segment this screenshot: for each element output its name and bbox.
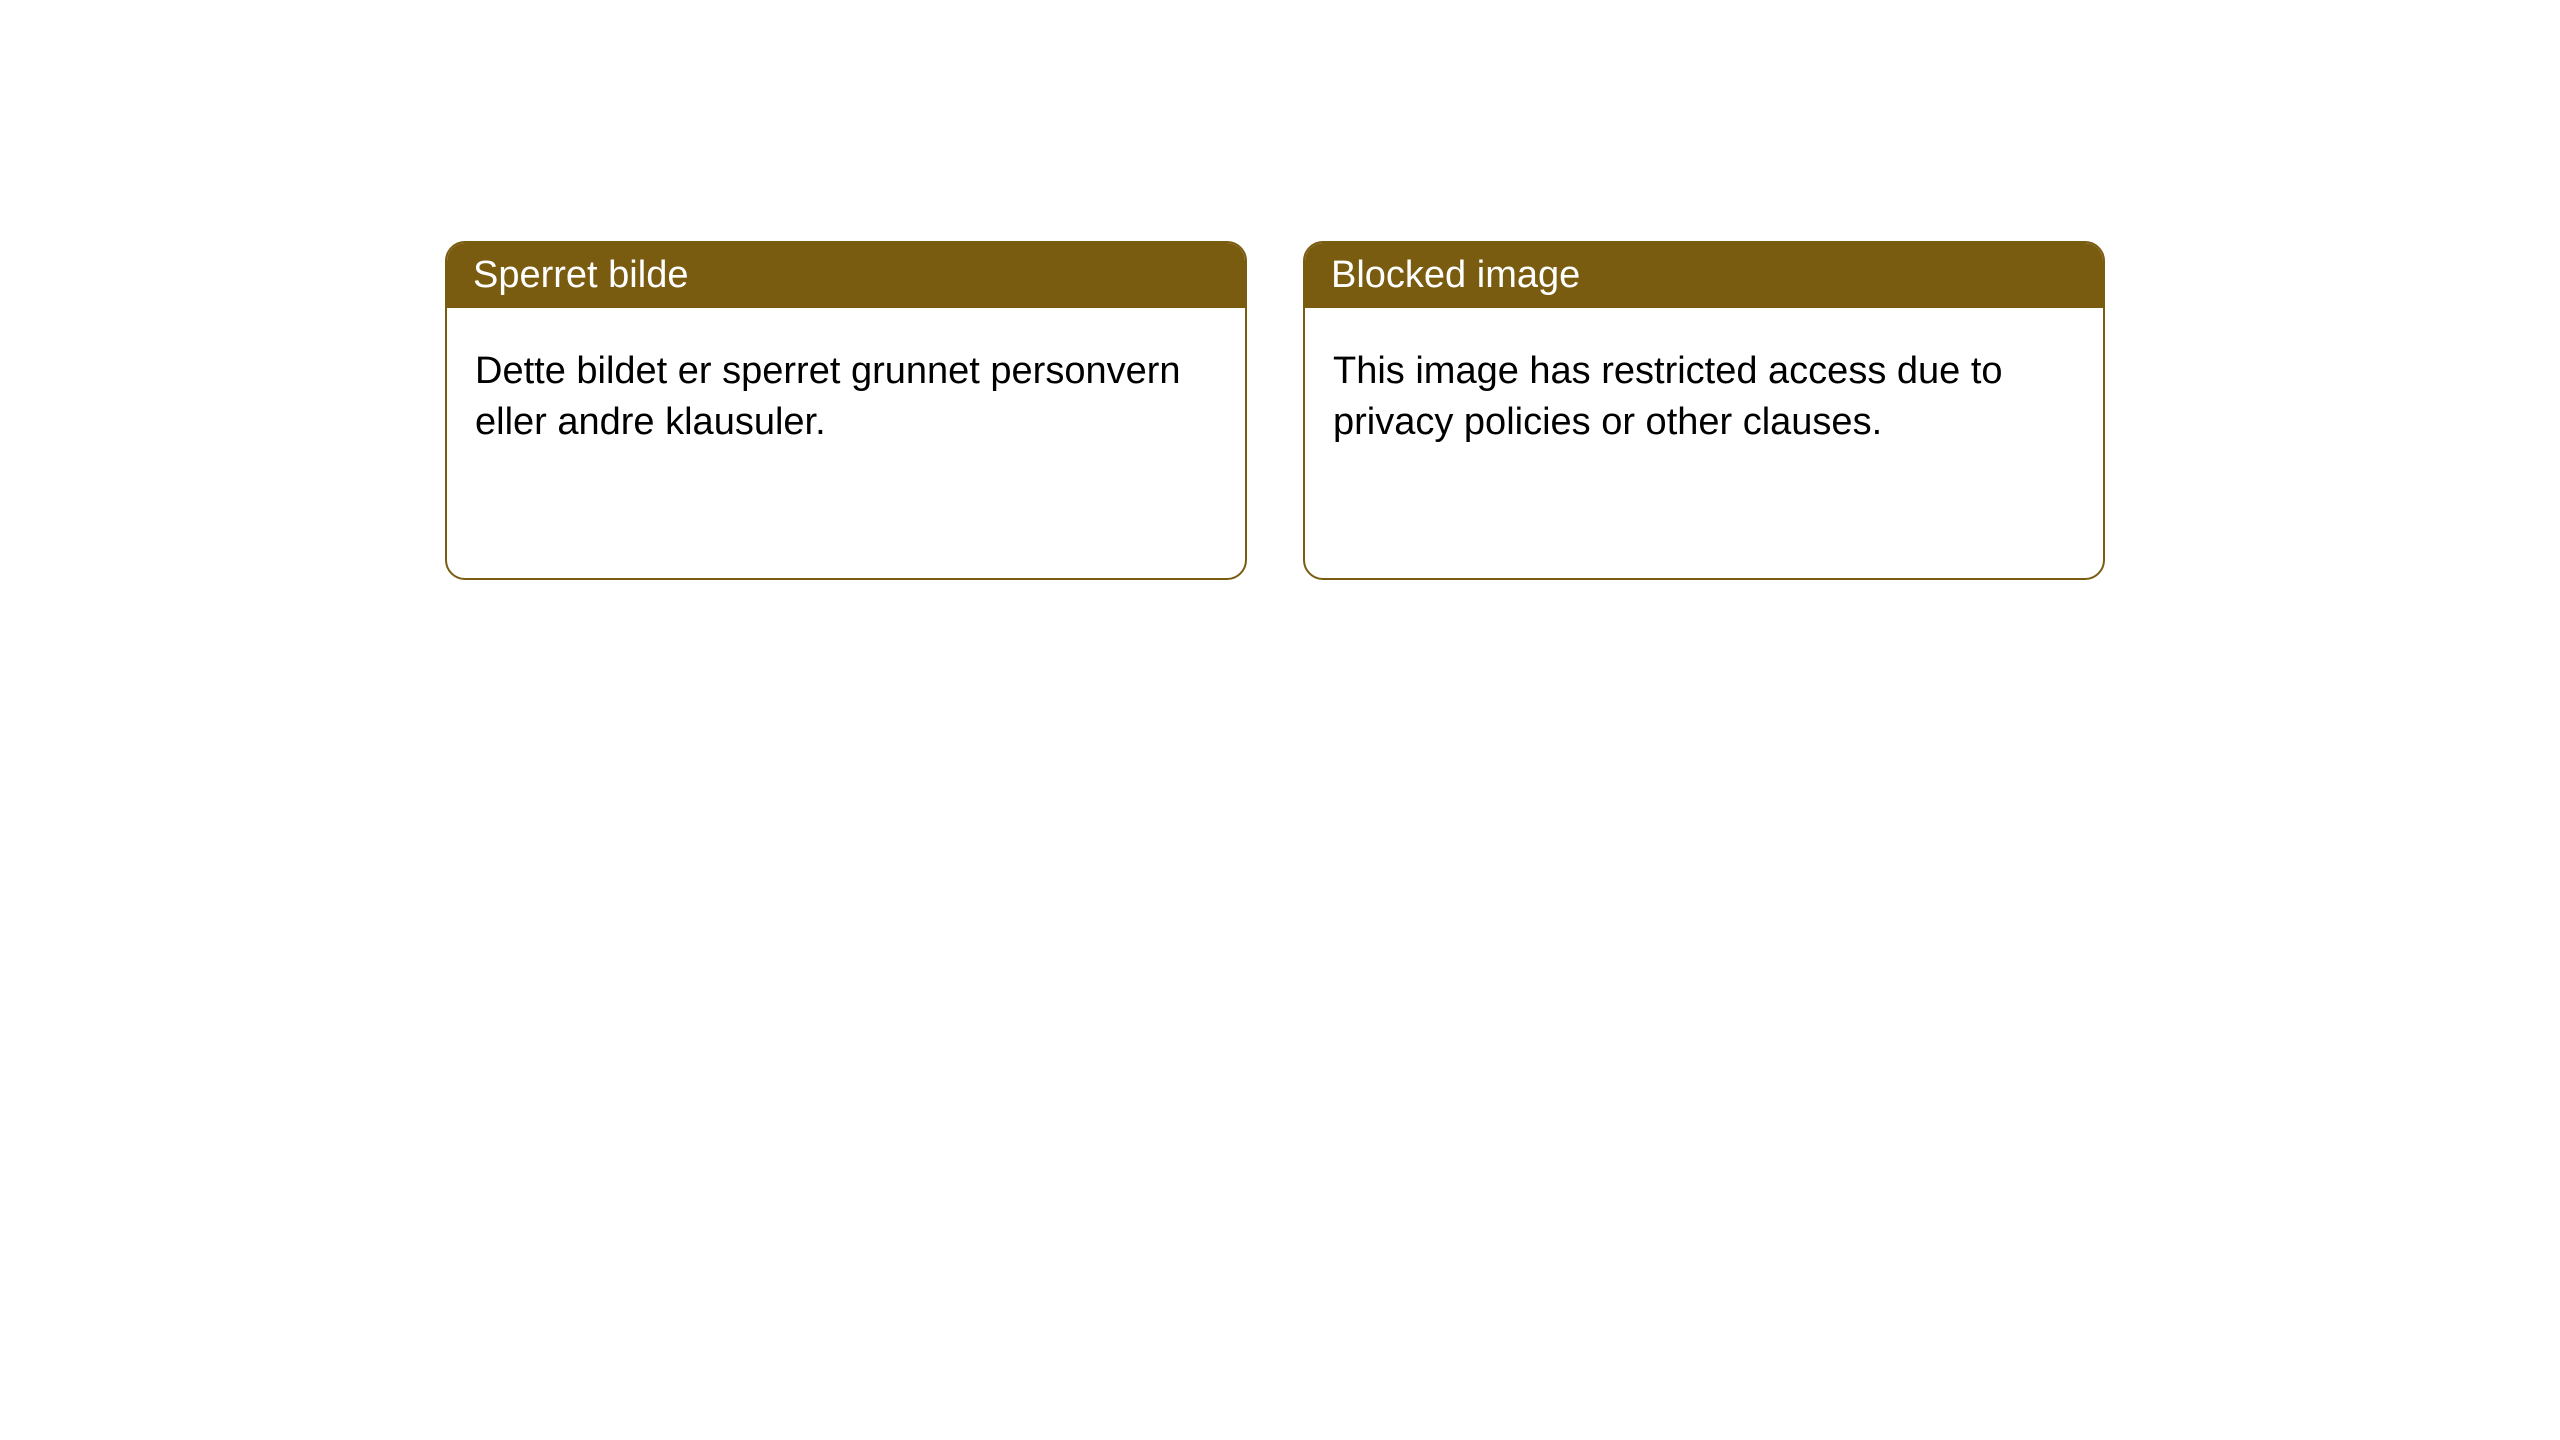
- notice-card-norwegian: Sperret bilde Dette bildet er sperret gr…: [445, 241, 1247, 580]
- notice-cards-container: Sperret bilde Dette bildet er sperret gr…: [445, 241, 2105, 580]
- notice-card-body: This image has restricted access due to …: [1305, 308, 2103, 578]
- notice-card-english: Blocked image This image has restricted …: [1303, 241, 2105, 580]
- notice-card-title: Blocked image: [1305, 243, 2103, 308]
- notice-card-body: Dette bildet er sperret grunnet personve…: [447, 308, 1245, 578]
- notice-card-title: Sperret bilde: [447, 243, 1245, 308]
